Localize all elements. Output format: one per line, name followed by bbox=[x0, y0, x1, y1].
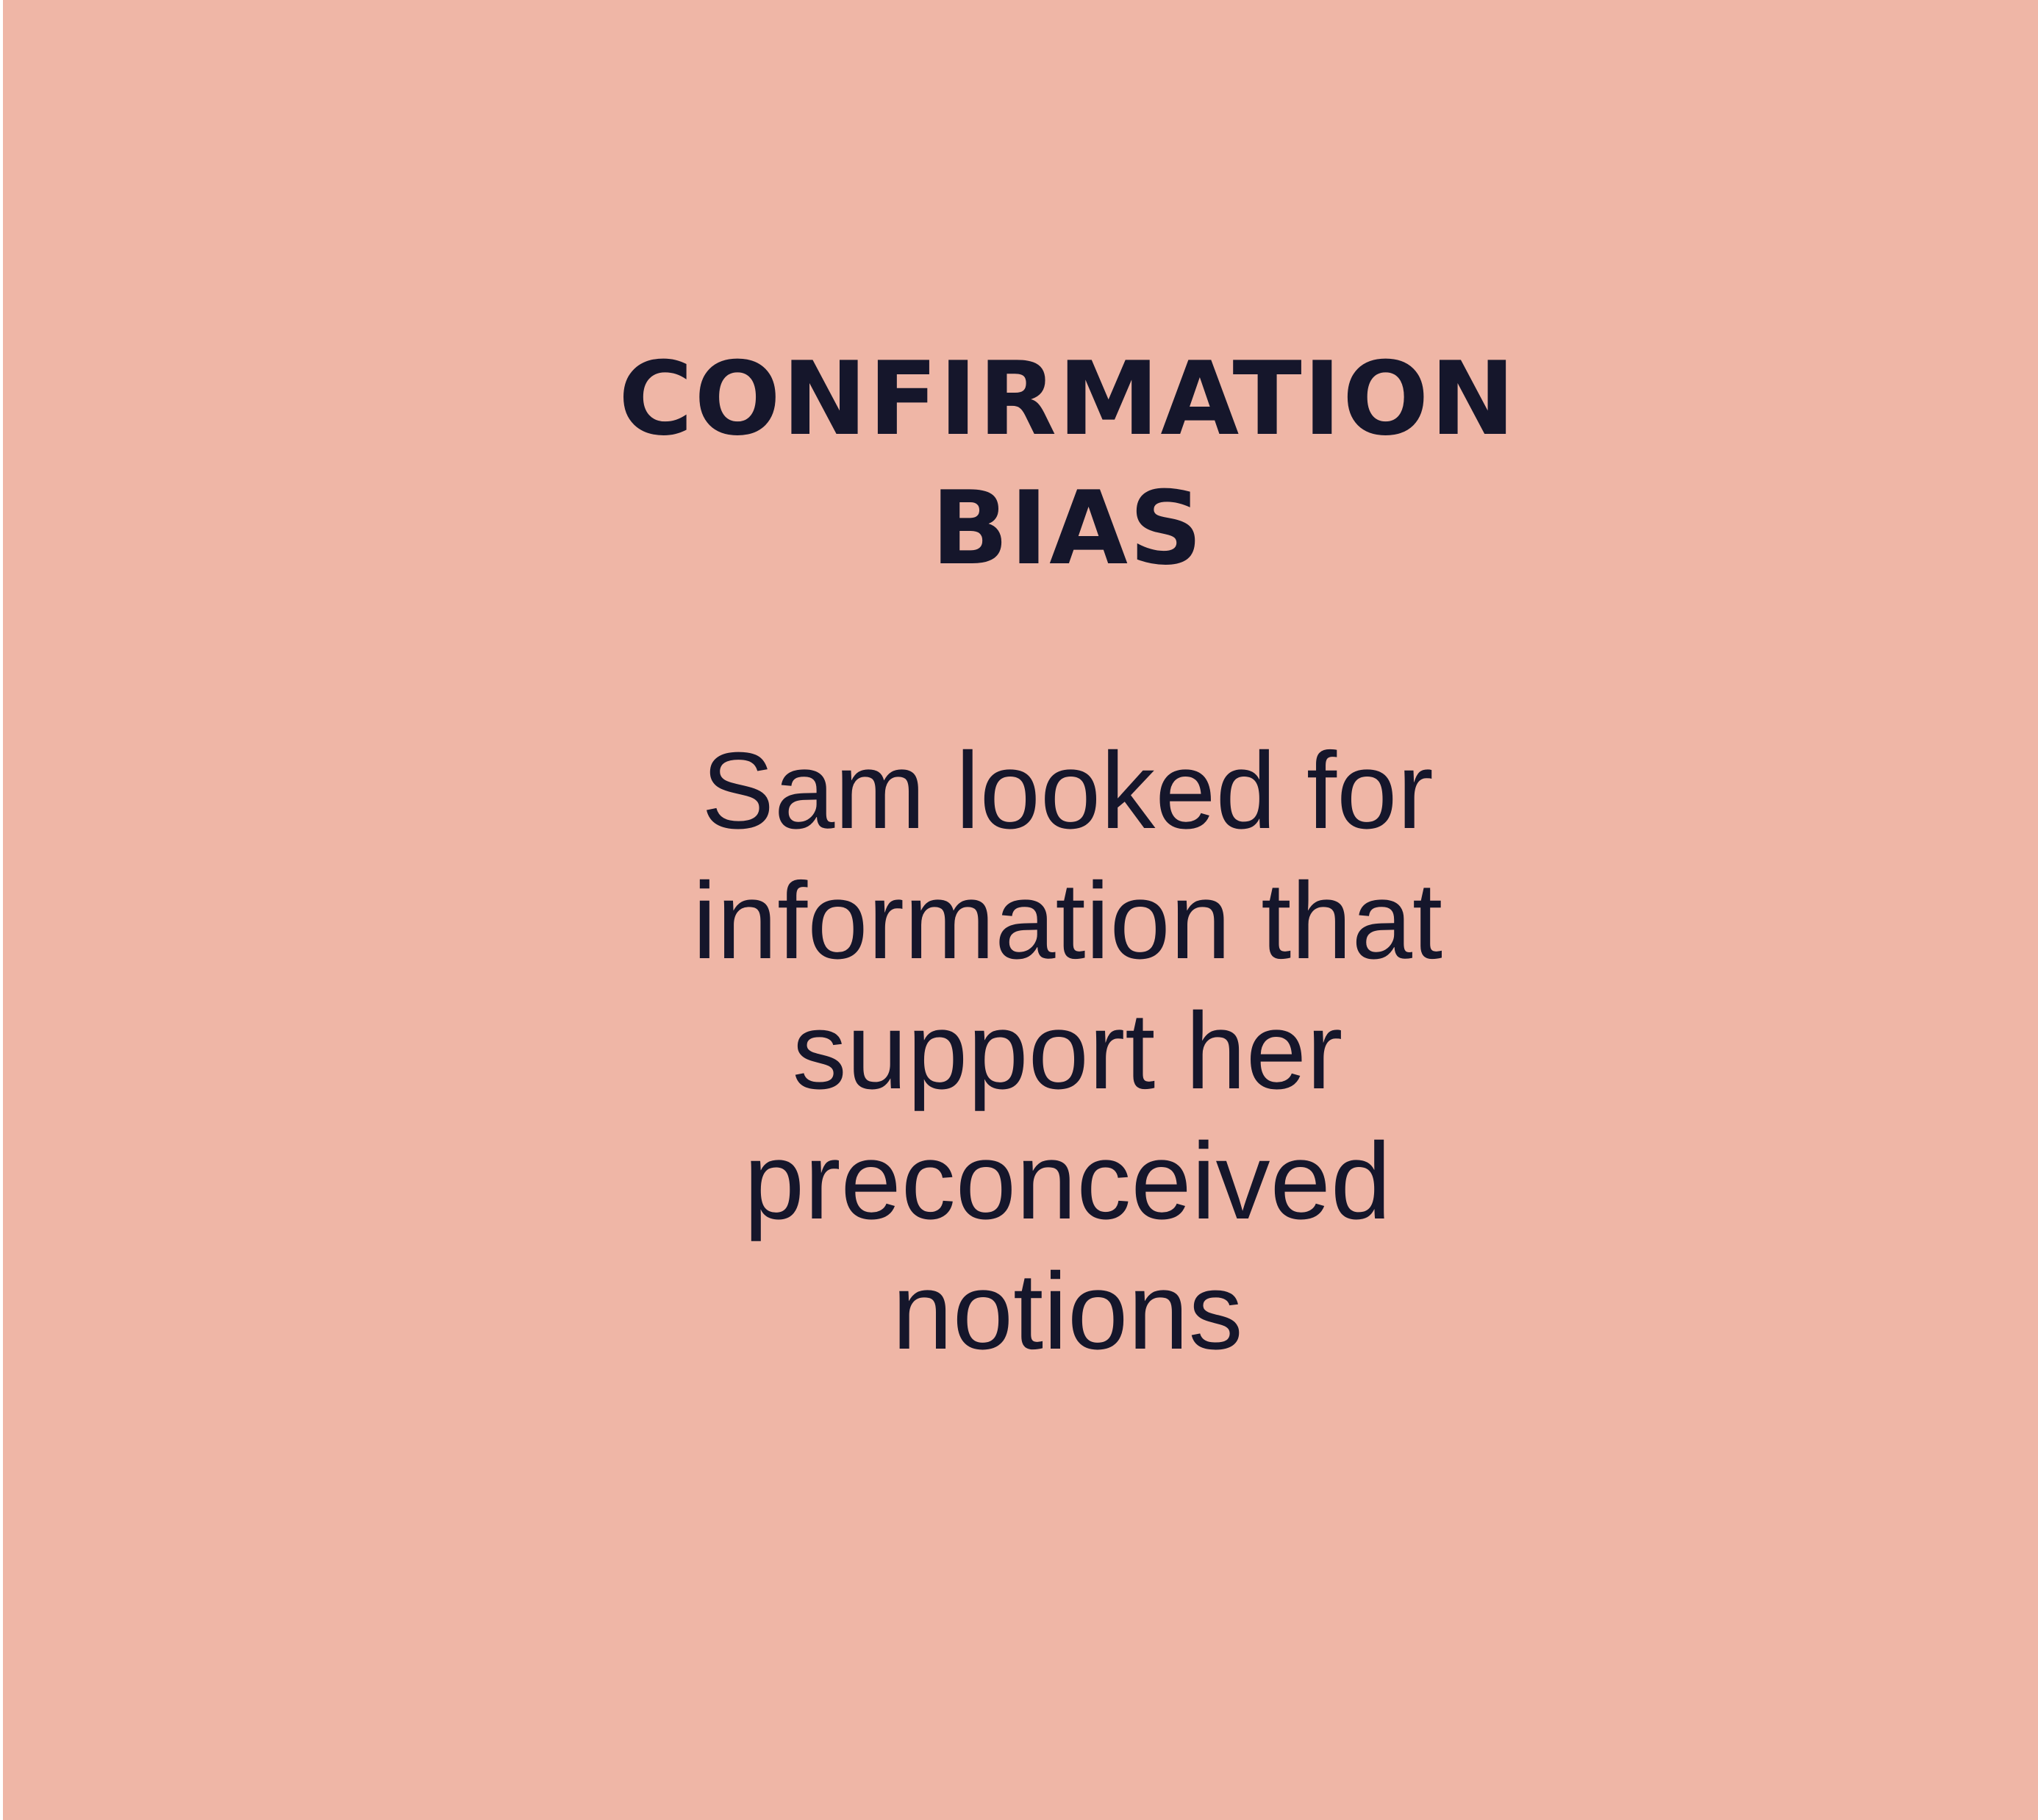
card-title-line-2: BIAS bbox=[931, 469, 1204, 588]
card-description-line-1: Sam looked for bbox=[701, 730, 1434, 852]
card-description-line-5: notions bbox=[892, 1251, 1243, 1372]
card-description-line-2: information that bbox=[692, 860, 1443, 982]
card-description-line-3: support her bbox=[792, 991, 1343, 1112]
bias-card: CONFIRMATION BIAS Sam looked for informa… bbox=[3, 0, 2038, 1820]
card-description: Sam looked for information that support … bbox=[3, 726, 2038, 1377]
card-title-line-1: CONFIRMATION bbox=[618, 340, 1517, 458]
card-description-line-4: preconceived bbox=[743, 1121, 1392, 1242]
card-title: CONFIRMATION BIAS bbox=[3, 335, 2038, 593]
